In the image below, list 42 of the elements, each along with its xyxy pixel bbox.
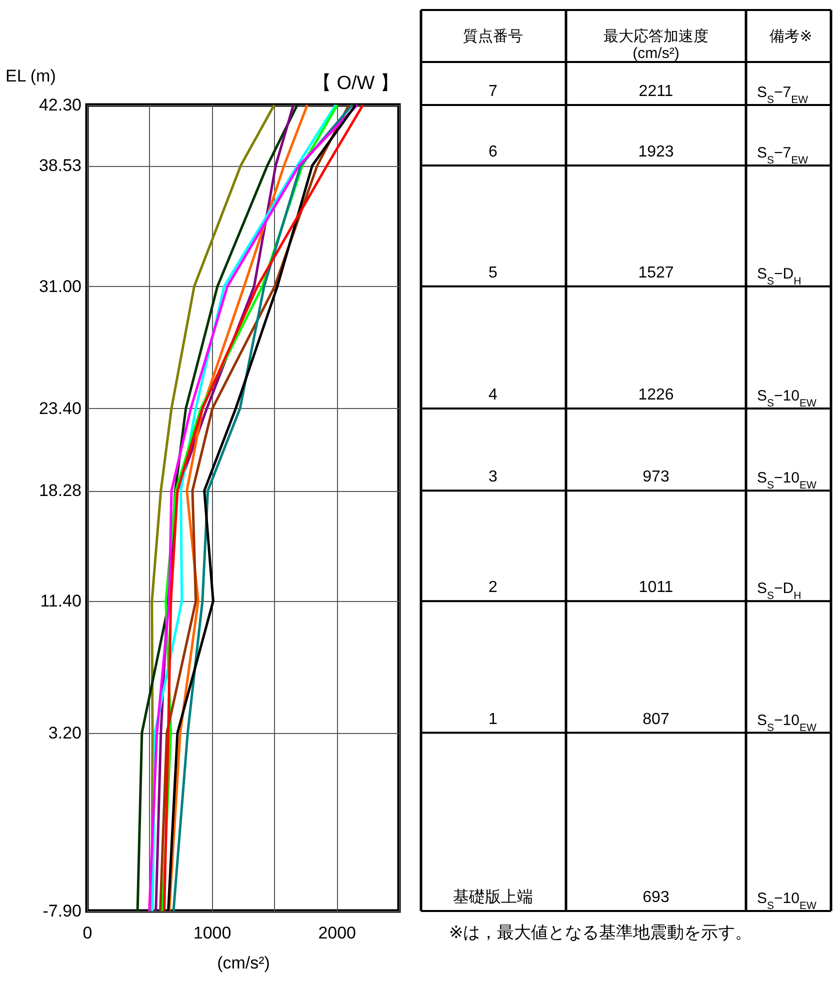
text: S$_{S}$−D$_{H}$ bbox=[757, 580, 802, 602]
category-label: 3 bbox=[488, 468, 498, 486]
category-label: 4 bbox=[488, 386, 498, 404]
text: S$_{S}$−D$_{H}$ bbox=[757, 265, 802, 288]
category-label: 基礎版上端 bbox=[453, 888, 533, 906]
data-label: 693 bbox=[642, 889, 670, 906]
data-label: 807 bbox=[642, 710, 670, 728]
y-axis-title: EL (m) bbox=[6, 66, 56, 86]
text: S$_{S}$−10$_{EW}$ bbox=[757, 712, 816, 734]
text: S$_{S}$−10$_{EW}$ bbox=[757, 470, 816, 492]
y-tick-label: 31.00 bbox=[38, 276, 82, 296]
category-label: 6 bbox=[488, 144, 498, 161]
data-label: 1226 bbox=[638, 386, 674, 404]
x-axis-title: (cm/s²) bbox=[217, 954, 270, 972]
x-tick-label: 1000 bbox=[193, 924, 232, 942]
x-tick-label: 2000 bbox=[318, 924, 356, 942]
text: 質点番号 bbox=[463, 28, 523, 45]
y-tick-label: -7.90 bbox=[42, 902, 82, 920]
chart-title: 【 O/W 】 bbox=[312, 73, 399, 94]
data-label: 2211 bbox=[638, 83, 674, 100]
data-label: 1011 bbox=[638, 579, 674, 596]
text: 備考※ bbox=[770, 28, 812, 45]
x-tick-label: 0 bbox=[82, 924, 92, 942]
text: 最大応答加速度 (cm/s²) bbox=[604, 28, 708, 62]
y-tick-label: 38.53 bbox=[38, 156, 82, 176]
text: S$_{S}$−7$_{EW}$ bbox=[757, 84, 808, 106]
data-label: 1527 bbox=[638, 264, 674, 282]
category-label: 5 bbox=[488, 264, 498, 282]
text: S$_{S}$−10$_{EW}$ bbox=[757, 890, 816, 912]
category-label: 2 bbox=[488, 579, 498, 596]
category-label: 7 bbox=[488, 83, 498, 100]
y-tick-label: 42.30 bbox=[38, 96, 82, 114]
data-label: 973 bbox=[642, 468, 670, 486]
y-tick-label: 18.28 bbox=[38, 481, 82, 500]
y-tick-label: 3.20 bbox=[48, 723, 82, 742]
category-label: 1 bbox=[488, 710, 498, 728]
y-tick-label: 23.40 bbox=[38, 398, 82, 418]
text: S$_{S}$−7$_{EW}$ bbox=[757, 144, 808, 167]
text: ※は，最大値となる基準地震動を示す。 bbox=[449, 923, 752, 942]
text: S$_{S}$−10$_{EW}$ bbox=[757, 387, 816, 410]
data-label: 1923 bbox=[638, 144, 674, 161]
y-tick-label: 11.40 bbox=[40, 592, 82, 611]
